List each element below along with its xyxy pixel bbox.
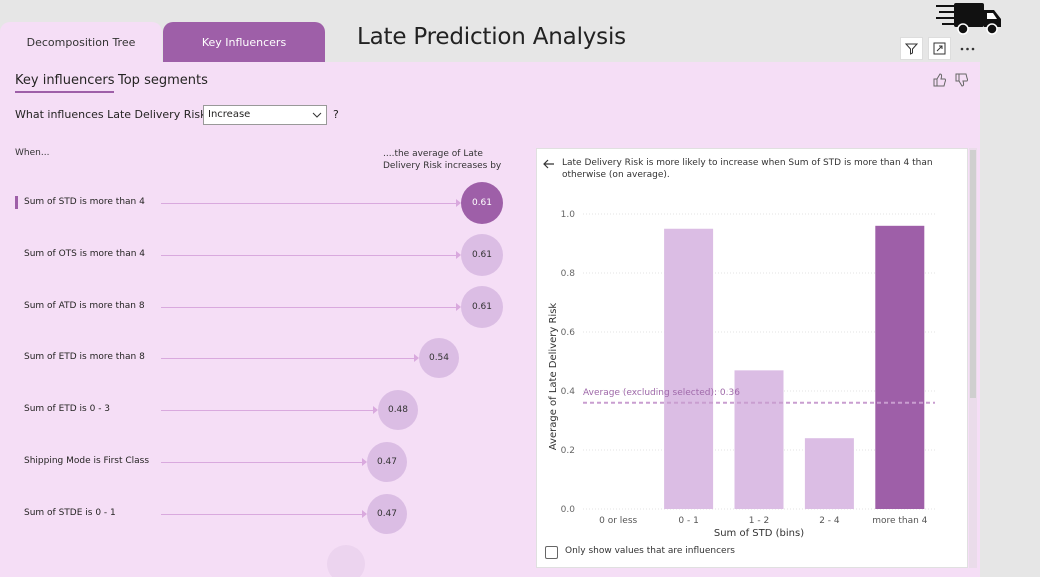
question-label: What influences Late Delivery Risk to <box>15 108 222 121</box>
feedback-icons <box>933 73 968 87</box>
influencer-value-bubble[interactable]: 0.61 <box>461 234 503 276</box>
y-tick-label: 1.0 <box>561 210 576 220</box>
detail-description: Late Delivery Risk is more likely to inc… <box>562 158 933 180</box>
influencers-only-checkbox[interactable] <box>545 546 558 559</box>
arrow-right-icon <box>362 458 367 466</box>
more-options-button[interactable] <box>956 37 979 60</box>
scrollbar-thumb[interactable] <box>970 150 976 398</box>
influencer-row[interactable]: Shipping Mode is First Class 0.47 <box>15 441 515 482</box>
selected-indicator <box>15 196 18 209</box>
bar <box>734 370 784 509</box>
influencer-row[interactable]: Sum of ETD is 0 - 3 0.48 <box>15 389 515 430</box>
x-tick-label: more than 4 <box>872 516 927 526</box>
influencer-value-bubble[interactable]: 0.47 <box>367 494 407 534</box>
y-tick-label: 0.4 <box>561 387 576 397</box>
y-tick-label: 0.2 <box>561 446 575 456</box>
influencer-value-bubble[interactable]: 0.61 <box>461 286 503 328</box>
influencer-value-bubble[interactable]: 0.48 <box>378 390 418 430</box>
influencer-label: Sum of ETD is 0 - 3 <box>24 404 111 414</box>
bar <box>664 228 714 509</box>
influencer-label: Sum of OTS is more than 4 <box>24 249 145 259</box>
influencer-connector <box>161 203 457 204</box>
filter-button[interactable] <box>900 37 923 60</box>
truck-icon <box>936 3 1001 35</box>
influencers-only-label: Only show values that are influencers <box>565 546 735 556</box>
y-tick-label: 0.6 <box>561 328 576 338</box>
bar <box>804 438 854 509</box>
influencer-row[interactable]: Sum of STDE is 0 - 1 0.47 <box>15 493 515 534</box>
arrow-right-icon <box>373 406 378 414</box>
chevron-down-icon <box>312 112 322 118</box>
arrow-right-icon <box>456 303 461 311</box>
question-mark: ? <box>333 108 339 121</box>
y-axis-label: Average of Late Delivery Risk <box>548 303 559 451</box>
arrow-right-icon <box>456 199 461 207</box>
back-arrow-icon[interactable] <box>543 158 555 170</box>
focus-mode-icon <box>933 42 946 55</box>
more-options-icon <box>960 47 975 50</box>
influencer-connector <box>161 307 457 308</box>
influencer-label: Sum of STDE is 0 - 1 <box>24 508 116 518</box>
influencer-label: Sum of ETD is more than 8 <box>24 352 145 362</box>
influencer-row[interactable]: Sum of STD is more than 4 0.61 <box>15 182 515 224</box>
bar <box>875 225 925 510</box>
arrow-right-icon <box>456 251 461 259</box>
arrow-right-icon <box>362 510 367 518</box>
influencer-bubble-partial <box>327 545 365 577</box>
filter-icon <box>905 43 918 55</box>
subtab-key-influencers[interactable]: Key influencers <box>15 73 115 93</box>
focus-mode-button[interactable] <box>928 37 951 60</box>
bar-chart: 0.0 0.2 0.4 0.6 0.8 1.0 0 or less 0 - 1 1 - 2 2 -… <box>548 210 935 539</box>
influencer-value-bubble[interactable]: 0.54 <box>419 338 459 378</box>
subtab-top-segments[interactable]: Top segments <box>118 73 208 88</box>
when-header: When... <box>15 148 50 158</box>
influencer-row[interactable]: Sum of ATD is more than 8 0.61 <box>15 286 515 328</box>
influencer-connector <box>161 462 363 463</box>
influencer-label: Sum of STD is more than 4 <box>24 197 145 207</box>
x-tick-label: 1 - 2 <box>749 516 769 526</box>
influencer-row[interactable]: Sum of OTS is more than 4 0.61 <box>15 234 515 276</box>
page-title: Late Prediction Analysis <box>357 24 626 50</box>
tab-key-influencers[interactable]: Key Influencers <box>163 22 325 62</box>
average-header: ....the average of Late Delivery Risk in… <box>383 149 502 171</box>
influencer-connector <box>161 514 363 515</box>
thumbs-down-icon[interactable] <box>955 73 968 87</box>
x-tick-label: 2 - 4 <box>819 516 840 526</box>
y-tick-label: 0.0 <box>561 505 576 515</box>
influencer-label: Shipping Mode is First Class <box>24 456 150 466</box>
arrow-right-icon <box>414 354 419 362</box>
y-tick-label: 0.8 <box>561 269 576 279</box>
influencer-connector <box>161 358 415 359</box>
influencer-connector <box>161 410 374 411</box>
tab-decomposition-tree[interactable]: Decomposition Tree <box>0 22 162 62</box>
influencer-label: Sum of ATD is more than 8 <box>24 301 145 311</box>
x-axis-label: Sum of STD (bins) <box>714 528 804 539</box>
x-tick-label: 0 - 1 <box>678 516 698 526</box>
direction-selected-value: Increase <box>208 109 251 120</box>
influencer-value-bubble[interactable]: 0.61 <box>461 182 503 224</box>
average-reference-label: Average (excluding selected): 0.36 <box>583 388 740 398</box>
x-tick-label: 0 or less <box>599 516 637 526</box>
direction-dropdown[interactable]: Increase <box>203 105 327 125</box>
influencer-connector <box>161 255 457 256</box>
influencer-row[interactable]: Sum of ETD is more than 8 0.54 <box>15 337 515 378</box>
thumbs-up-icon[interactable] <box>933 73 946 87</box>
influencer-value-bubble[interactable]: 0.47 <box>367 442 407 482</box>
